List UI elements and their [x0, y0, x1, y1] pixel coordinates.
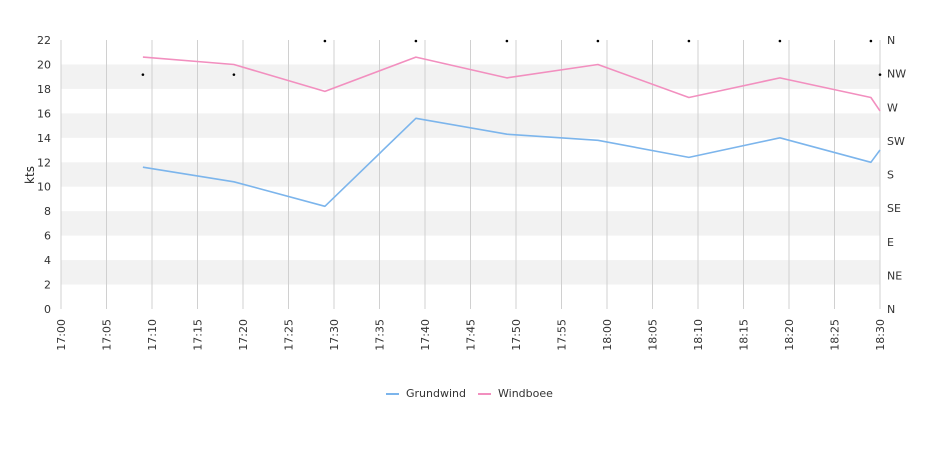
x-tick-label: 17:10 [146, 319, 159, 351]
legend: Grundwind Windboee [386, 387, 553, 400]
y-tick-label: 20 [37, 58, 51, 71]
x-tick-label: 17:00 [55, 319, 68, 351]
direction-tick-label: W [887, 101, 898, 114]
x-tick-label: 17:25 [283, 319, 296, 351]
y-tick-label: 2 [44, 279, 51, 292]
legend-label-windboee: Windboee [498, 387, 553, 400]
x-tick-label: 17:50 [510, 319, 523, 351]
direction-axis-ticks: N NE E SE S SW W NW N [887, 34, 906, 316]
direction-marker [687, 39, 691, 43]
direction-tick-label: N [887, 34, 895, 47]
y-tick-label: 18 [37, 83, 51, 96]
y-tick-label: 12 [37, 156, 51, 169]
x-tick-label: 18:00 [601, 319, 614, 351]
y-tick-label: 8 [44, 205, 51, 218]
y-tick-label: 14 [37, 132, 51, 145]
series-lines [142, 56, 881, 208]
direction-marker [141, 73, 145, 76]
x-tick-label: 17:40 [419, 319, 432, 351]
direction-marker [778, 39, 782, 43]
direction-tick-label: NW [887, 68, 906, 81]
direction-tick-label: SE [887, 202, 901, 215]
y-tick-label: 4 [44, 254, 51, 267]
direction-tick-label: E [887, 236, 894, 249]
x-tick-label: 18:30 [874, 319, 887, 351]
x-tick-label: 17:30 [328, 319, 341, 351]
y-tick-label: 16 [37, 107, 51, 120]
y-tick-label: 6 [44, 230, 51, 243]
direction-marker [505, 39, 509, 43]
x-tick-label: 18:25 [829, 319, 842, 351]
x-tick-label: 17:45 [465, 319, 478, 351]
direction-marker [869, 39, 873, 43]
direction-tick-label: N [887, 303, 895, 316]
x-tick-label: 17:20 [237, 319, 250, 351]
legend-label-grundwind: Grundwind [406, 387, 466, 400]
y-tick-label: 10 [37, 181, 51, 194]
x-tick-label: 17:15 [192, 319, 205, 351]
x-axis-ticks: 17:00 17:05 17:10 17:15 17:20 17:25 17:30 17:35… [55, 319, 887, 351]
y-tick-label: 22 [37, 34, 51, 47]
y-axis-ticks: 0 2 4 6 8 10 12 14 16 18 20 22 [37, 34, 51, 316]
x-tick-label: 18:15 [738, 319, 751, 351]
direction-marker [878, 73, 882, 76]
x-tick-label: 18:05 [647, 319, 660, 351]
series-line-grundwind [142, 117, 881, 208]
direction-marker [232, 73, 236, 76]
direction-tick-label: NE [887, 269, 902, 282]
x-tick-label: 18:20 [783, 319, 796, 351]
x-tick-label: 18:10 [692, 319, 705, 351]
x-tick-label: 17:55 [556, 319, 569, 351]
y-axis-title: kts [23, 166, 37, 184]
y-tick-label: 0 [44, 303, 51, 316]
direction-tick-label: SW [887, 135, 905, 148]
series-line-windboee [142, 56, 881, 112]
x-tick-label: 17:35 [374, 319, 387, 351]
direction-marker [323, 39, 327, 43]
vertical-gridlines [60, 40, 881, 309]
direction-marker [414, 39, 418, 43]
direction-markers [141, 39, 882, 76]
direction-marker [596, 39, 600, 43]
direction-tick-label: S [887, 169, 894, 182]
x-tick-label: 17:05 [101, 319, 114, 351]
